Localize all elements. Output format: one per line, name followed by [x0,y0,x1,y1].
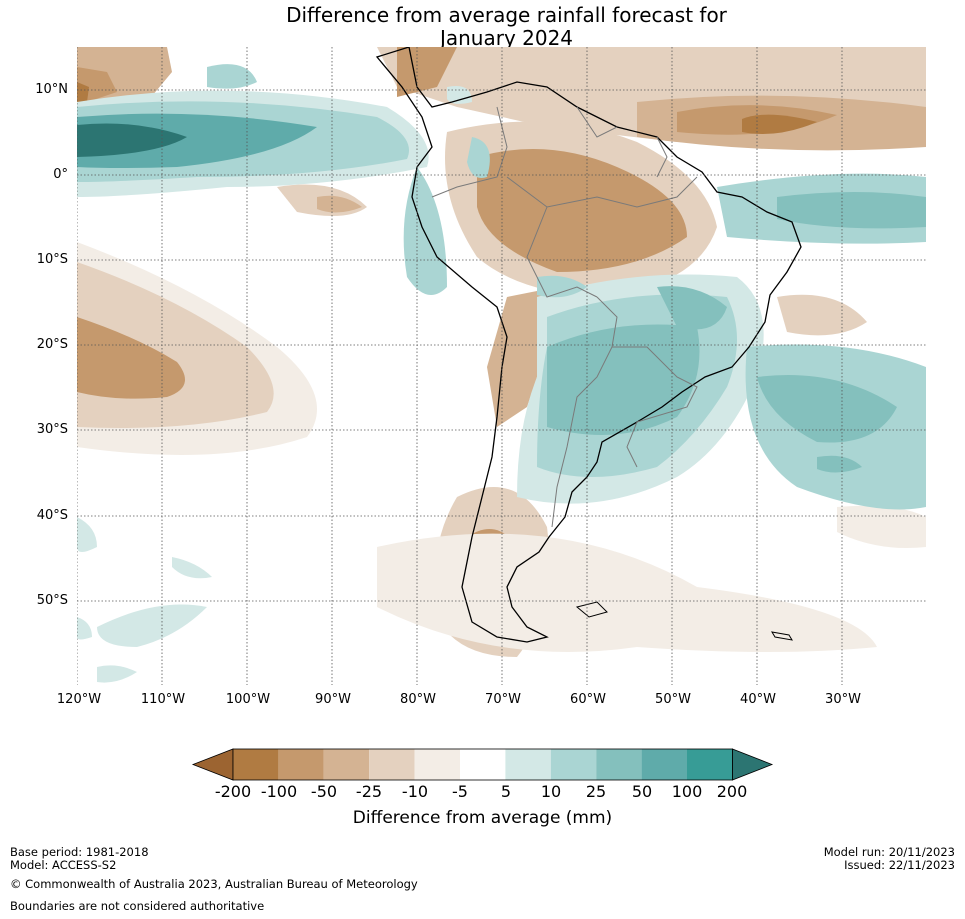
colorbar-tick: -25 [355,782,383,801]
model-text: Model: ACCESS-S2 [10,858,117,872]
colorbar-tick: 100 [671,782,703,801]
lon-label-30w: 30°W [825,692,861,707]
map-title: Difference from average rainfall forecas… [0,4,965,50]
colorbar-tick: -100 [260,782,298,801]
colorbar-tick: 200 [716,782,748,801]
colorbar-tick: -5 [452,782,468,801]
issued-text: Issued: 22/11/2023 [844,858,955,872]
title-line-2: January 2024 [439,26,574,50]
colorbar-tick: -10 [401,782,429,801]
colorbar-segment [596,749,642,780]
colorbar-tick: -50 [310,782,338,801]
coastline [375,47,802,643]
graticule [77,47,926,685]
colorbar-segment [414,749,460,780]
colorbar-segment [460,749,506,780]
forecast-map [77,47,926,685]
lon-label-50w: 50°W [655,692,691,707]
lon-label-60w: 60°W [570,692,606,707]
lon-label-100w: 100°W [225,692,271,707]
lat-label-10s: 10°S [36,252,68,267]
colorbar-tick: 10 [540,782,562,801]
copyright-text: © Commonwealth of Australia 2023, Austra… [10,877,418,891]
colorbar-segment [323,749,370,780]
colorbar-label: Difference from average (mm) [352,808,613,828]
lat-label-40s: 40°S [36,508,68,523]
colorbar-segment [641,749,687,780]
base-period-text: Base period: 1981-2018 [10,845,149,859]
lat-label-20s: 20°S [36,337,68,352]
colorbar-tick: -200 [214,782,252,801]
title-line-1: Difference from average rainfall forecas… [286,3,727,27]
colorbar-segment [369,749,415,780]
wet-anomaly-regions [77,64,926,683]
lon-label-80w: 80°W [400,692,436,707]
colorbar-segment [233,749,279,780]
colorbar-tick: 50 [631,782,653,801]
colorbar-segment [550,749,597,780]
colorbar-segment [278,749,324,780]
lon-label-110w: 110°W [140,692,186,707]
lat-label-50s: 50°S [36,593,68,608]
lat-label-0: 0° [53,167,68,182]
colorbar-max-arrow [732,748,774,781]
colorbar-tick: 25 [585,782,607,801]
lon-label-120w: 120°W [56,692,102,707]
colorbar-segment [505,749,551,780]
colorbar [191,748,774,781]
colorbar-tick: 5 [500,782,512,801]
lon-label-90w: 90°W [315,692,351,707]
colorbar-min-arrow [191,748,234,781]
lon-label-40w: 40°W [740,692,776,707]
footer-run-info: Model run: 20/11/2023 Issued: 22/11/2023 [824,846,955,872]
boundaries-disclaimer: Boundaries are not considered authoritat… [10,899,265,913]
footer-model-info: Base period: 1981-2018 Model: ACCESS-S2 [10,846,149,872]
model-run-text: Model run: 20/11/2023 [823,845,955,859]
lon-label-70w: 70°W [485,692,521,707]
colorbar-segment [687,749,733,780]
lat-label-30s: 30°S [36,422,68,437]
lat-label-10n: 10°N [35,82,68,97]
